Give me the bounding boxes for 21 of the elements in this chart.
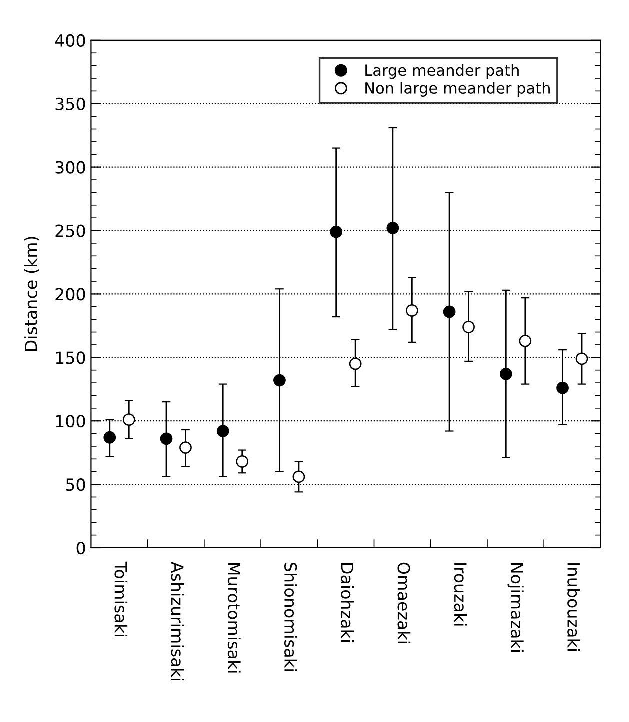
y-tick-label: 150 (56, 352, 86, 364)
y-tick-label: 50 (66, 478, 86, 492)
legend-label: Non large meander path (366, 82, 550, 97)
x-tick-label: Ashizurimisaki (171, 562, 184, 680)
y-tick-label: 400 (55, 34, 86, 47)
y-tick-label: 100 (56, 415, 86, 428)
y-tick-label: 350 (56, 98, 86, 110)
x-tick-label: Omaezaki (398, 562, 411, 644)
y-tick-label: 250 (56, 224, 86, 238)
y-tick-label: 200 (56, 288, 86, 301)
x-tick-label: Toimisaki (114, 562, 128, 637)
x-tick-label: Nojimazaki (508, 564, 524, 652)
x-tick-label: Murotomisaki (228, 564, 241, 673)
x-tick-label: Daiohzaki (341, 564, 354, 642)
y-tick-label: 0 (76, 542, 86, 555)
x-tick-label: Inubouzaki (568, 564, 580, 651)
y-axis-title: Distance (km) (24, 237, 40, 352)
y-tick-label: 300 (56, 161, 86, 174)
x-tick-label: Shionomisaki (284, 562, 298, 672)
x-tick-label: Irouzaki (454, 564, 468, 626)
legend-label: Large meander path (366, 64, 519, 80)
